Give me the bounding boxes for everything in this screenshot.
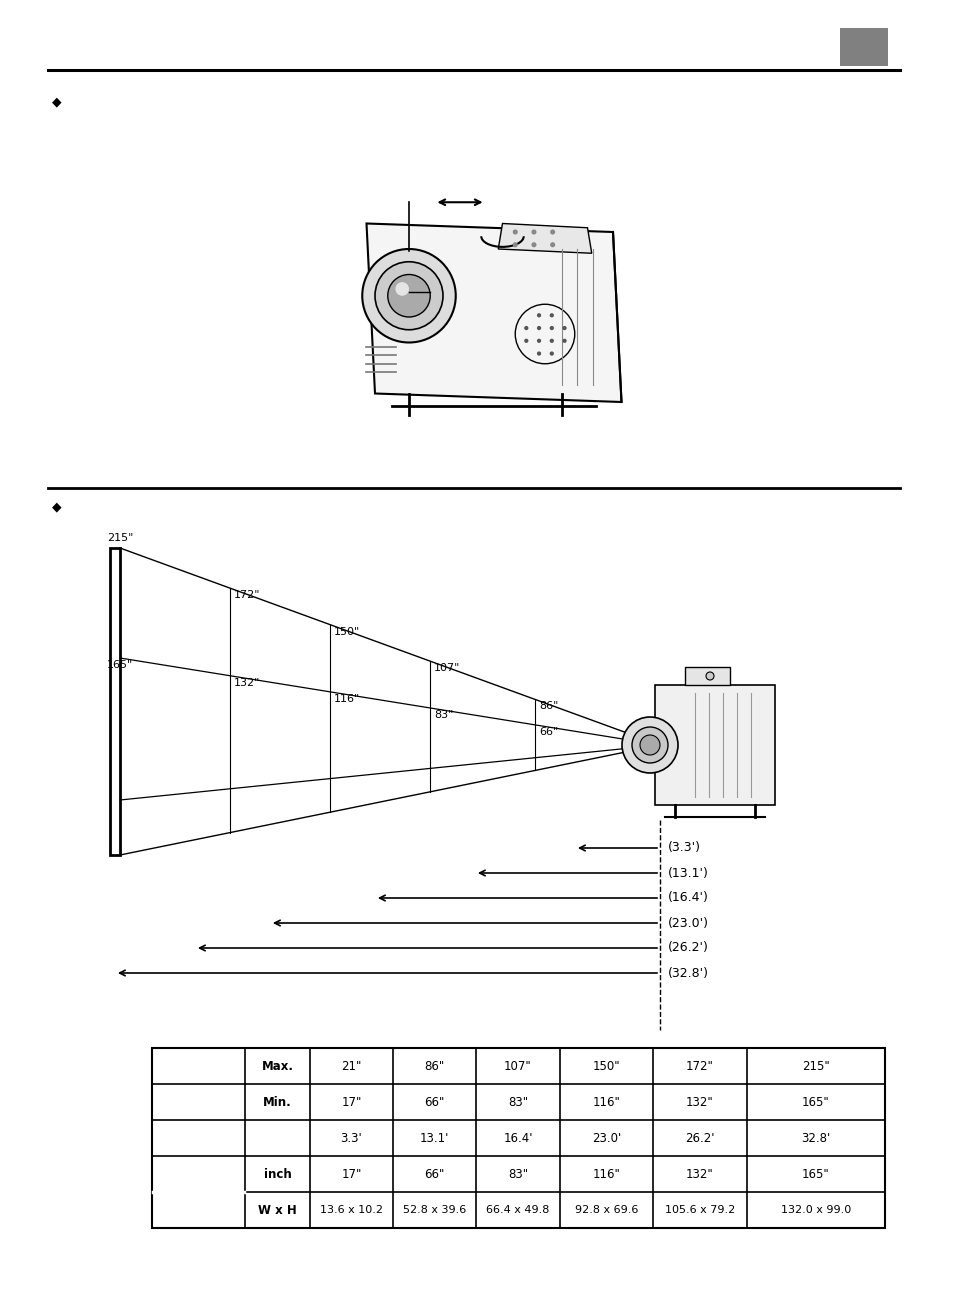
Text: (23.0'): (23.0') (667, 916, 708, 929)
Circle shape (621, 716, 678, 773)
Text: 17": 17" (639, 743, 658, 753)
Circle shape (537, 339, 540, 343)
Text: 13.6 x 10.2: 13.6 x 10.2 (319, 1205, 382, 1215)
Text: 215": 215" (801, 1060, 829, 1073)
Circle shape (550, 243, 555, 248)
Text: 23.0': 23.0' (591, 1131, 620, 1144)
Circle shape (549, 313, 554, 317)
Text: 172": 172" (233, 590, 260, 600)
Text: 3.3': 3.3' (340, 1131, 362, 1144)
Text: (13.1'): (13.1') (667, 867, 708, 880)
Text: 150": 150" (592, 1060, 619, 1073)
Text: 66": 66" (424, 1168, 444, 1181)
Text: 165": 165" (107, 660, 133, 669)
Text: 52.8 x 39.6: 52.8 x 39.6 (402, 1205, 466, 1215)
Text: W x H: W x H (258, 1203, 296, 1216)
Text: 132": 132" (685, 1095, 713, 1108)
Circle shape (705, 672, 713, 680)
Text: 66": 66" (538, 727, 558, 737)
Circle shape (549, 339, 554, 343)
Text: Max.: Max. (261, 1060, 294, 1073)
Bar (152, 1048, 884, 1228)
Text: 32.8': 32.8' (801, 1131, 830, 1144)
Circle shape (549, 351, 554, 356)
Circle shape (512, 243, 517, 248)
Text: (3.3'): (3.3') (667, 842, 700, 855)
Polygon shape (366, 223, 620, 402)
Text: 107": 107" (434, 663, 460, 673)
Text: 83": 83" (507, 1168, 528, 1181)
Text: (26.2'): (26.2') (667, 941, 708, 954)
Circle shape (512, 230, 517, 235)
Text: 150": 150" (334, 626, 360, 637)
Text: 132": 132" (685, 1168, 713, 1181)
Text: 215": 215" (107, 532, 133, 543)
Circle shape (531, 243, 536, 248)
Text: 26.2': 26.2' (684, 1131, 714, 1144)
Text: 116": 116" (592, 1095, 619, 1108)
Text: 86": 86" (538, 701, 558, 711)
Circle shape (523, 326, 528, 330)
Text: 21": 21" (341, 1060, 361, 1073)
Text: 83": 83" (507, 1095, 528, 1108)
Text: 66.4 x 49.8: 66.4 x 49.8 (486, 1205, 549, 1215)
Circle shape (375, 262, 442, 330)
Bar (684, 667, 729, 685)
Text: ◆: ◆ (52, 500, 62, 513)
Text: 116": 116" (592, 1168, 619, 1181)
Text: 132": 132" (233, 677, 260, 688)
Text: (32.8'): (32.8') (667, 967, 708, 980)
Circle shape (549, 326, 554, 330)
Circle shape (562, 326, 566, 330)
Circle shape (639, 735, 659, 756)
Circle shape (387, 274, 430, 317)
Text: inch: inch (263, 1168, 291, 1181)
Text: 107": 107" (503, 1060, 532, 1073)
Circle shape (550, 230, 555, 235)
Circle shape (537, 313, 540, 317)
Circle shape (562, 339, 566, 343)
Text: 16.4': 16.4' (503, 1131, 532, 1144)
Circle shape (395, 282, 409, 296)
Text: 105.6 x 79.2: 105.6 x 79.2 (664, 1205, 735, 1215)
Bar (110, 548, 120, 855)
Circle shape (537, 351, 540, 356)
Text: 172": 172" (685, 1060, 713, 1073)
Text: 83": 83" (434, 710, 453, 720)
Bar (655, 685, 774, 805)
Circle shape (523, 339, 528, 343)
Polygon shape (497, 223, 591, 253)
Circle shape (631, 727, 667, 763)
Text: 66": 66" (424, 1095, 444, 1108)
Text: 86": 86" (424, 1060, 444, 1073)
Circle shape (531, 230, 536, 235)
Bar (840, 27, 887, 67)
Text: ◆: ◆ (52, 95, 62, 108)
Text: 92.8 x 69.6: 92.8 x 69.6 (575, 1205, 638, 1215)
Circle shape (537, 326, 540, 330)
Text: 21": 21" (639, 737, 658, 748)
Text: 17": 17" (341, 1095, 361, 1108)
Text: 165": 165" (801, 1095, 829, 1108)
Text: (16.4'): (16.4') (667, 891, 708, 904)
Text: Min.: Min. (263, 1095, 292, 1108)
Circle shape (362, 249, 456, 342)
Text: 13.1': 13.1' (419, 1131, 449, 1144)
Text: 132.0 x 99.0: 132.0 x 99.0 (781, 1205, 850, 1215)
Text: 17": 17" (341, 1168, 361, 1181)
Text: 116": 116" (334, 694, 360, 703)
Text: 165": 165" (801, 1168, 829, 1181)
